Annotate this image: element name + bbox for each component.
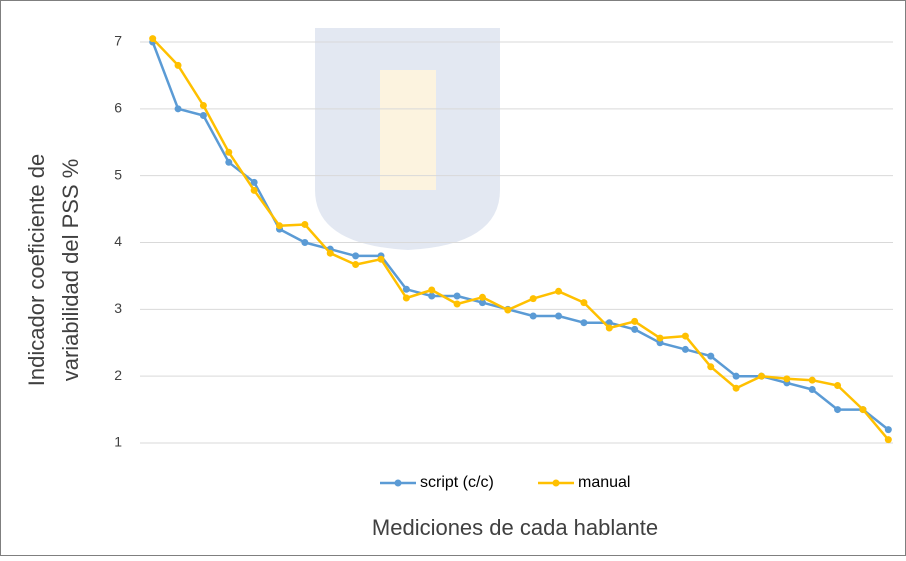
y-tick-label: 7: [114, 33, 122, 49]
point: [199, 112, 207, 120]
point: [326, 249, 334, 257]
point: [377, 255, 385, 263]
point: [352, 261, 360, 269]
point: [250, 186, 258, 194]
point: [352, 252, 360, 260]
legend-marker: [552, 479, 560, 487]
point: [707, 352, 715, 360]
point: [605, 319, 613, 327]
y-tick-label: 2: [114, 367, 122, 383]
point: [301, 239, 309, 246]
y-axis-title: variabilidad del PSS %: [58, 159, 83, 382]
point: [884, 436, 892, 444]
y-tick-label: 5: [114, 166, 122, 182]
legend-label: script (c/c): [420, 474, 494, 491]
point: [808, 376, 816, 384]
point: [859, 406, 867, 414]
point: [834, 382, 842, 390]
y-tick-label: 3: [114, 300, 122, 316]
point: [149, 35, 157, 43]
point: [402, 294, 410, 302]
point: [428, 286, 436, 294]
point: [580, 299, 588, 307]
point: [453, 300, 461, 308]
watermark: [315, 28, 500, 250]
point: [631, 325, 639, 333]
point: [555, 312, 563, 320]
point: [732, 372, 740, 380]
point: [529, 295, 537, 303]
legend-marker: [394, 479, 402, 487]
point: [504, 306, 512, 314]
point: [453, 292, 461, 300]
point: [529, 312, 537, 320]
point: [301, 220, 309, 228]
point: [555, 287, 563, 295]
y-axis-title: Indicador coeficiente de: [24, 154, 49, 386]
point: [174, 61, 182, 69]
point: [681, 332, 689, 340]
point: [732, 384, 740, 392]
point: [225, 158, 233, 166]
y-tick-label: 1: [114, 434, 122, 450]
point: [783, 375, 791, 383]
point: [884, 426, 892, 434]
legend-label: manual: [578, 474, 630, 491]
y-tick-label: 4: [114, 233, 122, 249]
x-axis-title: Mediciones de cada hablante: [372, 515, 658, 540]
series-line: [151, 37, 890, 441]
point: [276, 222, 284, 230]
point: [199, 101, 207, 109]
point: [656, 334, 664, 342]
point: [808, 386, 816, 394]
point: [580, 319, 588, 327]
point: [605, 324, 613, 332]
y-tick-label: 6: [114, 100, 122, 116]
point: [757, 372, 765, 380]
point: [478, 299, 486, 307]
point: [834, 406, 842, 414]
point: [174, 105, 182, 113]
point: [250, 178, 258, 186]
point: [478, 293, 486, 301]
point: [428, 292, 436, 300]
point: [707, 363, 715, 371]
point: [631, 317, 639, 325]
point: [681, 345, 689, 353]
point: [402, 285, 410, 293]
point: [225, 148, 233, 156]
